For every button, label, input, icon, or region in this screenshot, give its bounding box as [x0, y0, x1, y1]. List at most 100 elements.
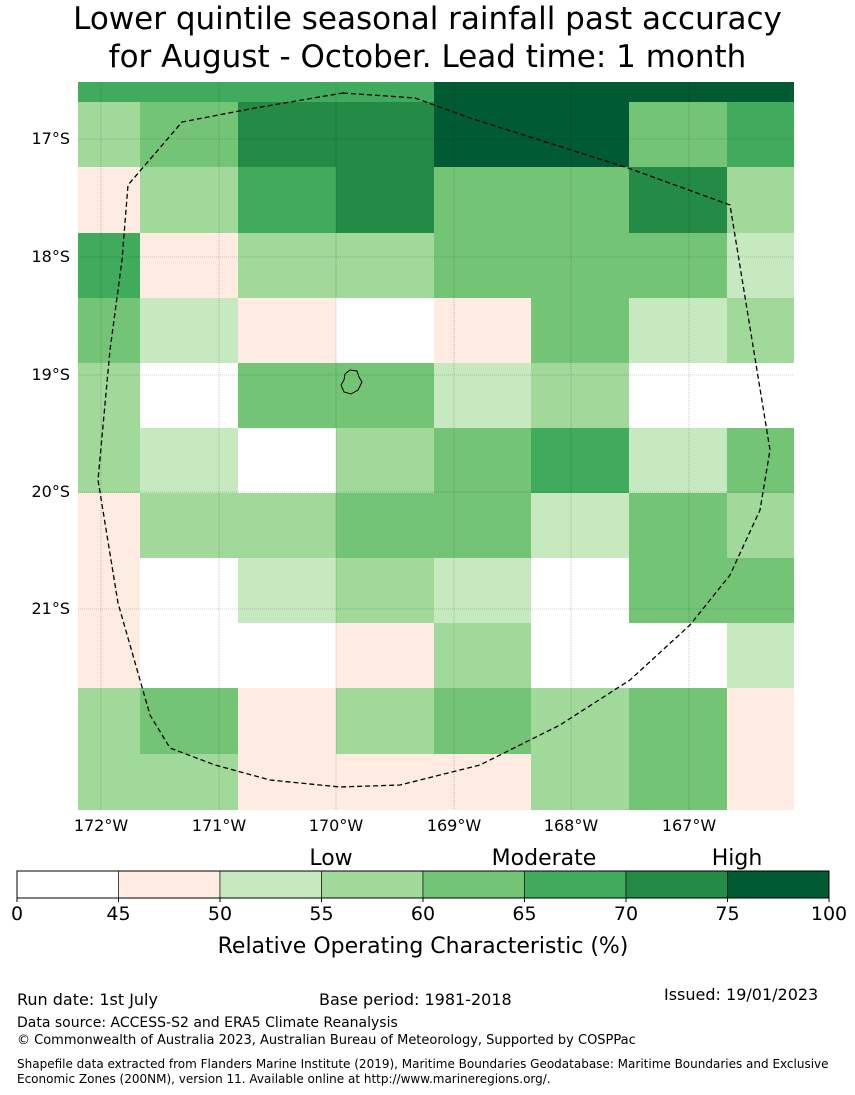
grid-cell: [434, 102, 531, 167]
lon-label: 171°W: [192, 816, 247, 835]
grid-cell: [140, 102, 238, 167]
colorbar-tick-label: 0: [11, 903, 23, 925]
colorbar-ticks: 0 45 50 55 60 65 70 75 100: [11, 898, 847, 925]
grid-cell: [78, 298, 140, 363]
grid-cell: [336, 493, 434, 558]
colorbar-segment: [422, 870, 525, 899]
category-moderate: Moderate: [492, 846, 597, 871]
grid-cell: [727, 233, 794, 298]
grid-cell: [238, 493, 336, 558]
grid-cell: [727, 623, 794, 688]
grid-cell: [629, 558, 727, 623]
grid-cell: [434, 167, 531, 233]
colorbar-tick-label: 60: [411, 903, 435, 925]
grid-cell: [531, 688, 629, 754]
colorbar-segment: [524, 870, 627, 899]
colorbar-segment: [16, 870, 119, 899]
grid-cell: [78, 233, 140, 298]
lat-label: 21°S: [31, 599, 70, 618]
grid-cell: [629, 754, 727, 810]
lon-label: 170°W: [309, 816, 364, 835]
grid-cell: [140, 233, 238, 298]
colorbar-tick-label: 55: [309, 903, 333, 925]
grid-cell: [629, 233, 727, 298]
grid-cell: [434, 428, 531, 493]
run-date: Run date: 1st July: [17, 990, 158, 1009]
grid-cell: [727, 558, 794, 623]
base-period: Base period: 1981-2018: [319, 990, 512, 1009]
grid-cell: [140, 623, 238, 688]
issued-date: Issued: 19/01/2023: [664, 985, 819, 1004]
grid-cell: [629, 623, 727, 688]
grid-cell: [531, 298, 629, 363]
grid-cell: [434, 623, 531, 688]
grid-cell: [78, 428, 140, 493]
colorbar-segment: [219, 870, 322, 899]
grid-cell: [727, 428, 794, 493]
grid-cell: [336, 233, 434, 298]
grid-cell: [629, 688, 727, 754]
grid-cell: [336, 623, 434, 688]
title-line-1: Lower quintile seasonal rainfall past ac…: [73, 1, 782, 37]
lon-label: 167°W: [662, 816, 717, 835]
colorbar-segment: [625, 870, 728, 899]
grid-cell: [336, 298, 434, 363]
grid-cell: [531, 754, 629, 810]
grid-cell: [78, 363, 140, 428]
colorbar-tick-label: 50: [208, 903, 232, 925]
grid-cell: [238, 558, 336, 623]
grid-cell: [434, 298, 531, 363]
grid-cell: [238, 428, 336, 493]
colorbar-segment: [727, 870, 830, 899]
grid-cell: [629, 102, 727, 167]
grid-cell: [238, 233, 336, 298]
grid-cell: [238, 688, 336, 754]
map-figure: 172°W 171°W 170°W 169°W 168°W 167°W 17°S…: [11, 82, 847, 959]
grid-cell: [336, 688, 434, 754]
lat-label: 20°S: [31, 482, 70, 501]
longitude-labels: 172°W 171°W 170°W 169°W 168°W 167°W: [74, 816, 717, 835]
grid-cell: [140, 167, 238, 233]
graticule: [78, 82, 794, 810]
roc-grid: [78, 82, 794, 810]
grid-cell: [727, 688, 794, 754]
grid-cell: [434, 82, 531, 102]
grid-cell: [336, 167, 434, 233]
lon-label: 172°W: [74, 816, 129, 835]
grid-cell: [78, 558, 140, 623]
grid-cell: [78, 82, 140, 102]
grid-cell: [140, 493, 238, 558]
grid-cell: [140, 688, 238, 754]
grid-cell: [531, 102, 629, 167]
grid-cell: [336, 428, 434, 493]
grid-cell: [78, 623, 140, 688]
grid-cell: [531, 82, 629, 102]
grid-cell: [78, 102, 140, 167]
colorbar-label: Relative Operating Characteristic (%): [218, 934, 629, 959]
grid-cell: [629, 82, 727, 102]
grid-cell: [238, 102, 336, 167]
grid-cell: [629, 428, 727, 493]
grid-cell: [434, 233, 531, 298]
grid-cell: [727, 167, 794, 233]
colorbar-tick-label: 75: [715, 903, 739, 925]
grid-cell: [531, 233, 629, 298]
grid-cell: [140, 298, 238, 363]
grid-cell: [336, 363, 434, 428]
lon-label: 169°W: [427, 816, 482, 835]
title-line-2: for August - October. Lead time: 1 month: [108, 39, 747, 75]
grid-cell: [336, 754, 434, 810]
grid-cell: [629, 298, 727, 363]
grid-cell: [238, 298, 336, 363]
grid-cell: [727, 102, 794, 167]
grid-cell: [140, 428, 238, 493]
grid-cell: [434, 754, 531, 810]
latitude-labels: 17°S 18°S 19°S 20°S 21°S: [31, 129, 70, 618]
grid-cell: [531, 167, 629, 233]
copyright: © Commonwealth of Australia 2023, Austra…: [17, 1033, 636, 1048]
grid-cell: [531, 363, 629, 428]
colorbar-categories: Low Moderate High: [309, 846, 762, 871]
lon-label: 168°W: [544, 816, 599, 835]
grid-cell: [531, 623, 629, 688]
grid-cell: [238, 623, 336, 688]
